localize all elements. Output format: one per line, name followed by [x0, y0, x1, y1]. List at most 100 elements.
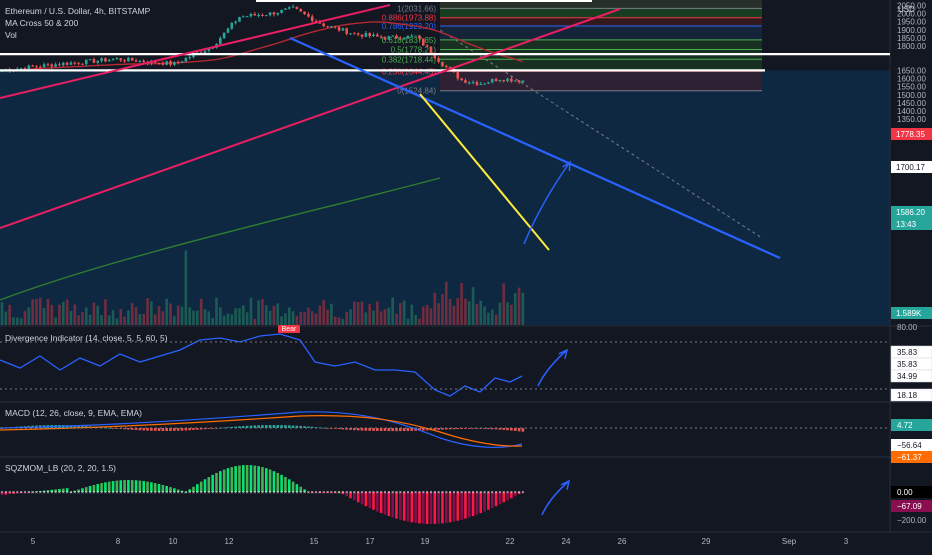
candle-body [333, 26, 337, 28]
sqz-dot: × [135, 490, 138, 496]
sqz-momentum-bar [379, 492, 383, 514]
volume-legend[interactable]: Vol [5, 30, 17, 40]
sqz-momentum-bar [84, 487, 88, 492]
volume-bar [127, 310, 130, 325]
price-tick-label: 1550.00 [897, 83, 926, 92]
sqz-dot: × [31, 490, 34, 496]
sqz-momentum-bar [410, 492, 414, 523]
divergence-badge-text: 34.99 [897, 372, 918, 381]
volume-bar [115, 318, 119, 325]
macd-signal-line [0, 415, 523, 447]
sqz-dot: × [69, 490, 72, 496]
sqz-dot: × [100, 490, 103, 496]
candle-body [464, 80, 467, 83]
volume-bar [464, 298, 467, 325]
sqz-momentum-bar [276, 472, 280, 492]
macd-histogram-bar [184, 428, 188, 431]
candle-body [92, 59, 96, 63]
volume-bar [211, 317, 214, 325]
ma-cross-legend[interactable]: MA Cross 50 & 200 [5, 18, 79, 28]
sqz-momentum-bar [376, 492, 379, 512]
volume-bar [215, 297, 218, 325]
sqz-dot: × [403, 490, 406, 496]
volume-bar [203, 309, 207, 325]
volume-bar [356, 302, 360, 325]
symbol-title[interactable]: Ethereum / U.S. Dollar, 4h, BITSTAMP [5, 6, 151, 16]
volume-bar [65, 299, 69, 325]
macd-histogram-bar [345, 428, 348, 430]
price-badge-text: 1778.35 [896, 130, 925, 139]
volume-bar [303, 312, 306, 325]
sqzmom-title[interactable]: SQZMOM_LB (20, 2, 20, 1.5) [5, 463, 117, 473]
macd-histogram-bar [287, 425, 291, 428]
volume-bar [471, 287, 475, 325]
macd-title[interactable]: MACD (12, 26, close, 9, EMA, EMA) [5, 408, 142, 418]
time-tick-label: 3 [844, 537, 849, 546]
macd-histogram-bar [364, 428, 368, 431]
sqz-dot: × [387, 490, 390, 496]
sqz-dot: × [127, 490, 130, 496]
volume-bar [199, 298, 203, 325]
volume-bar [104, 299, 107, 325]
volume-bar [287, 307, 291, 325]
sqz-dot: × [299, 490, 302, 496]
volume-bar [138, 313, 142, 325]
volume-bar [69, 310, 73, 325]
sqz-momentum-bar [138, 480, 142, 492]
macd-histogram-bar [502, 428, 506, 430]
sqz-dot: × [498, 490, 501, 496]
sqz-momentum-bar [464, 492, 467, 519]
candle-body [326, 26, 329, 28]
divergence-title[interactable]: Divergence Indicator (14, close, 5, 5, 6… [5, 333, 168, 343]
sqz-dot: × [353, 490, 356, 496]
volume-bar [73, 304, 77, 325]
sqz-dot: × [46, 490, 49, 496]
candle-body [356, 33, 360, 35]
sqz-momentum-bar [119, 480, 123, 492]
candle-body [402, 38, 406, 40]
candle-body [406, 35, 410, 39]
candle-body [418, 35, 421, 39]
sqz-momentum-bar [502, 492, 506, 503]
volume-bar [264, 305, 268, 325]
volume-bar [111, 310, 115, 325]
sqz-dot: × [437, 490, 440, 496]
sqz-dot: × [238, 490, 241, 496]
sqz-dot: × [514, 490, 517, 496]
candle-body [23, 68, 27, 70]
bear-label-bg [278, 325, 300, 333]
sqz-momentum-bar [115, 480, 119, 492]
candle-body [337, 27, 341, 31]
sqz-momentum-bar [46, 490, 50, 492]
candle-body [81, 63, 84, 65]
macd-histogram-bar [368, 428, 371, 431]
macd-histogram-bar [77, 425, 80, 428]
sqz-dot: × [422, 490, 425, 496]
sqz-dot: × [452, 490, 455, 496]
candle-body [280, 9, 283, 13]
sqz-momentum-bar [510, 492, 513, 499]
sqz-dot: × [115, 490, 118, 496]
sqz-dot: × [89, 490, 92, 496]
macd-histogram-bar [261, 425, 264, 428]
macd-histogram-bar [249, 425, 253, 428]
sqz-dot: × [334, 490, 337, 496]
sqz-momentum-bar [444, 492, 448, 523]
macd-histogram-bar [169, 428, 172, 431]
candle-body [111, 59, 115, 61]
fib-level-label: 0(1524.84) [397, 87, 436, 96]
macd-histogram-bar [490, 428, 494, 430]
sqz-momentum-bar [196, 484, 199, 492]
candle-body [295, 6, 299, 10]
sqz-momentum-bar [211, 474, 214, 492]
macd-histogram-bar [310, 426, 314, 428]
projection-arrow-main-head [562, 160, 571, 172]
sqz-dot: × [58, 490, 61, 496]
macd-histogram-bar [280, 425, 283, 428]
sqz-momentum-bar [134, 480, 138, 492]
volume-bar [307, 307, 310, 325]
volume-bar [349, 309, 352, 325]
sqz-dot: × [154, 490, 157, 496]
